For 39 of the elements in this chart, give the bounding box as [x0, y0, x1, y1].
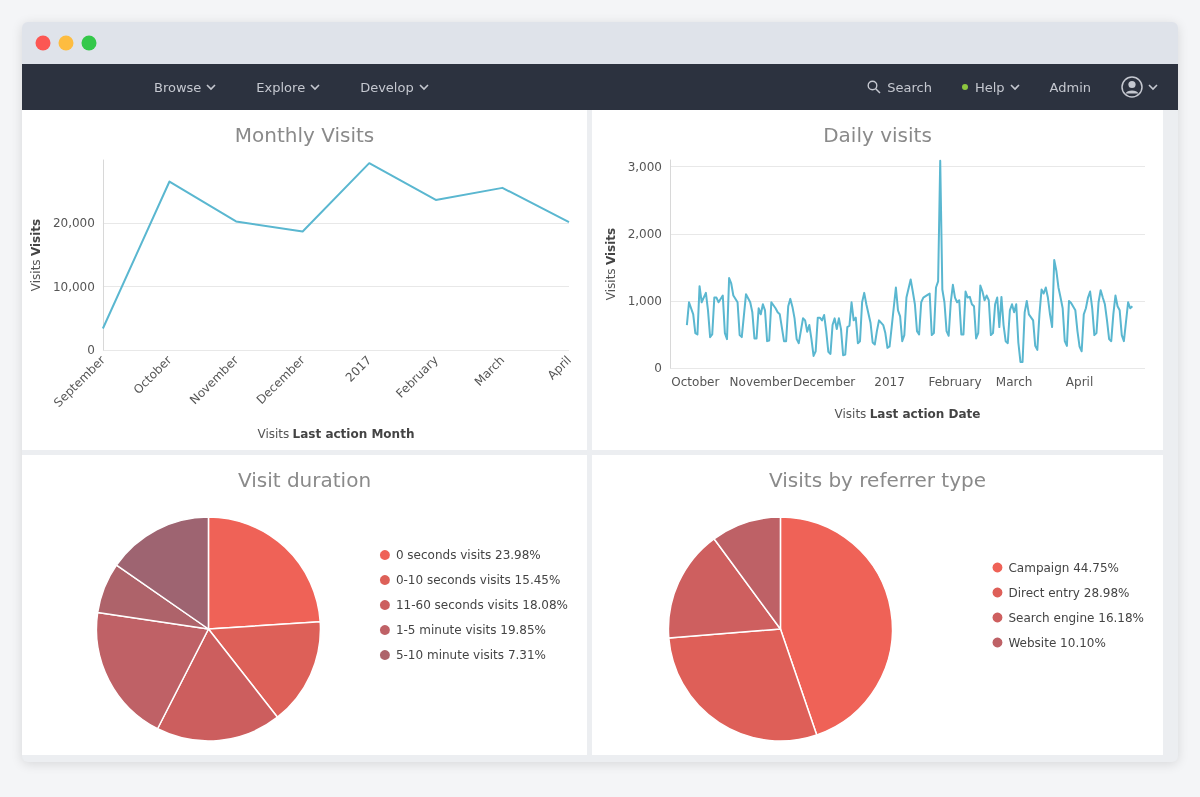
x-tick-label: October — [671, 375, 720, 389]
y-axis-title: Visits Visits — [603, 227, 618, 301]
legend-label: 0-10 seconds visits 15.45% — [395, 573, 561, 587]
legend-label: 0 seconds visits 23.98% — [395, 548, 541, 562]
text: Browse — [154, 79, 202, 95]
legend-label: Campaign 44.75% — [1008, 560, 1119, 575]
legend-label: 5-10 minute visits 7.31% — [395, 648, 547, 662]
y-tick-label: 3,000 — [627, 159, 662, 174]
legend-label: 11-60 seconds visits 18.08% — [395, 598, 569, 612]
x-axis-title: Visits Last action Month — [257, 427, 415, 441]
text: Help — [974, 79, 1005, 95]
x-tick-label: February — [928, 375, 982, 389]
chart-title: Monthly Visits — [234, 123, 375, 147]
y-axis-title: Visits Visits — [29, 218, 43, 292]
y-tick-label: 0 — [654, 361, 662, 375]
legend-label: 1-5 minute visits 19.85% — [395, 623, 547, 637]
chart-title: Visit duration — [237, 468, 372, 492]
y-tick-label: 1,000 — [627, 293, 662, 308]
y-tick-label: 0 — [87, 343, 95, 357]
legend-label: Search engine 16.18% — [1008, 610, 1145, 625]
y-tick-label: 2,000 — [627, 226, 662, 241]
chart-title: Visits by referrer type — [769, 468, 986, 492]
text: Search — [887, 79, 932, 95]
line-series — [685, 159, 1134, 363]
text: Admin — [1049, 79, 1091, 95]
x-axis-title: Visits Last action Date — [834, 407, 981, 421]
x-tick-label: 2017 — [874, 375, 905, 389]
text: Develop — [360, 79, 414, 95]
chart-title: Daily visits — [823, 123, 932, 147]
legend-label: Website 10.10% — [1008, 635, 1106, 650]
y-tick-label: 10,000 — [52, 279, 95, 294]
text: Explore — [256, 79, 306, 95]
x-tick-label: November — [729, 375, 793, 389]
line-series — [101, 162, 570, 330]
x-tick-label: April — [1065, 375, 1094, 389]
x-tick-label: December — [792, 375, 856, 389]
x-tick-label: March — [995, 375, 1033, 389]
legend-label: Direct entry 28.98% — [1008, 585, 1130, 600]
y-tick-label: 20,000 — [52, 216, 95, 231]
